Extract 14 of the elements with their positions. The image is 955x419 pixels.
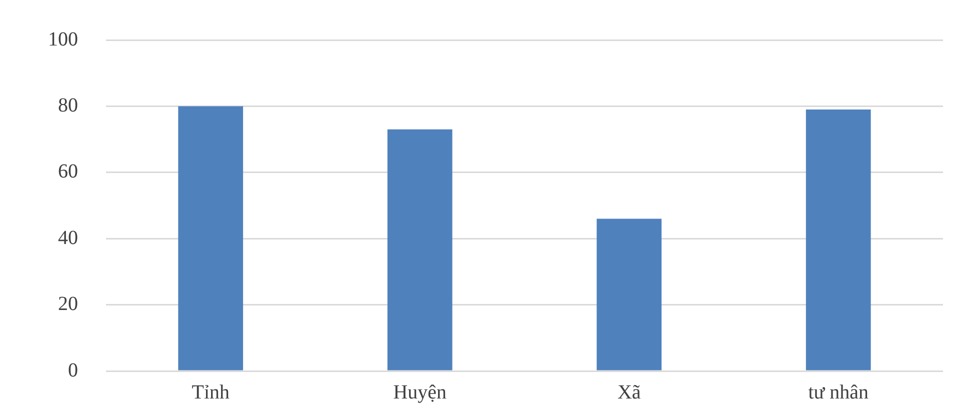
x-tick-label: Xã [617,381,641,404]
y-tick-label: 60 [58,160,78,183]
y-tick-label: 20 [58,293,78,316]
x-tick-label: Huyện [393,381,447,404]
bar [596,218,662,370]
y-tick-label: 80 [58,94,78,116]
bar [387,129,452,370]
bar [806,110,871,370]
x-tick-label: tư nhân [808,381,869,404]
y-tick-label: 100 [48,28,78,50]
x-tick-label: Tỉnh [192,381,230,404]
y-tick-label: 40 [58,226,78,249]
y-tick-label: 0 [68,359,78,382]
bar [178,106,244,370]
